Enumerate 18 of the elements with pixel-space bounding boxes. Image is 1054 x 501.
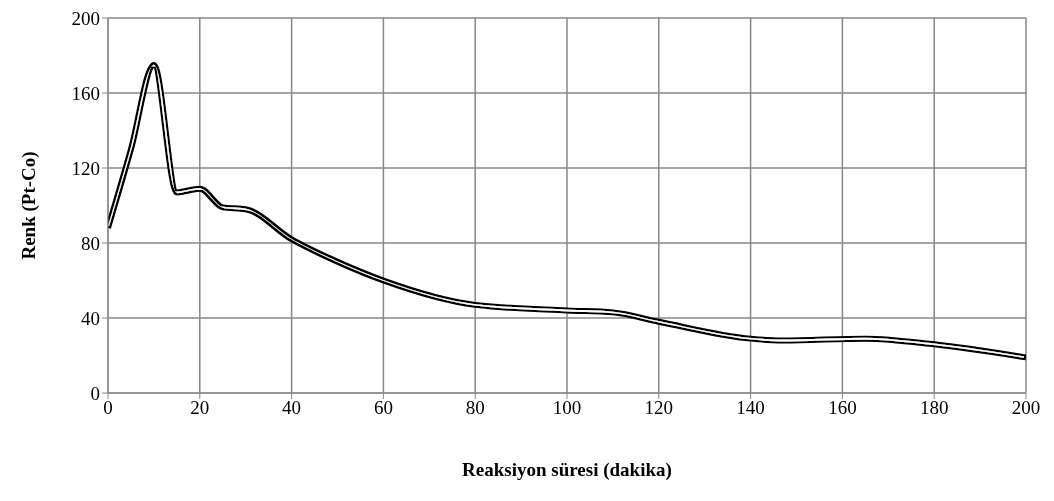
y-tick-label: 80: [81, 232, 100, 254]
y-tick-label: 0: [90, 382, 100, 404]
y-tick-label: 200: [71, 7, 100, 29]
x-tick-label: 180: [919, 397, 949, 419]
x-tick-label: 80: [465, 397, 485, 419]
y-axis-title: Renk (Pt-Co): [17, 151, 40, 260]
y-tick-label: 120: [71, 157, 100, 179]
x-tick-label: 100: [552, 397, 582, 419]
x-tick-label: 160: [828, 397, 857, 419]
x-tick-label: 40: [282, 397, 302, 419]
x-axis-title: Reaksiyon süresi (dakika): [462, 459, 672, 482]
x-tick-label: 20: [190, 397, 210, 419]
x-tick-label: 60: [373, 397, 393, 419]
x-tick-label: 140: [736, 397, 765, 419]
x-tick-label: 120: [644, 397, 674, 419]
x-tick-label: 200: [1011, 397, 1041, 419]
y-tick-label: 40: [81, 307, 100, 329]
y-tick-label: 160: [71, 82, 100, 104]
